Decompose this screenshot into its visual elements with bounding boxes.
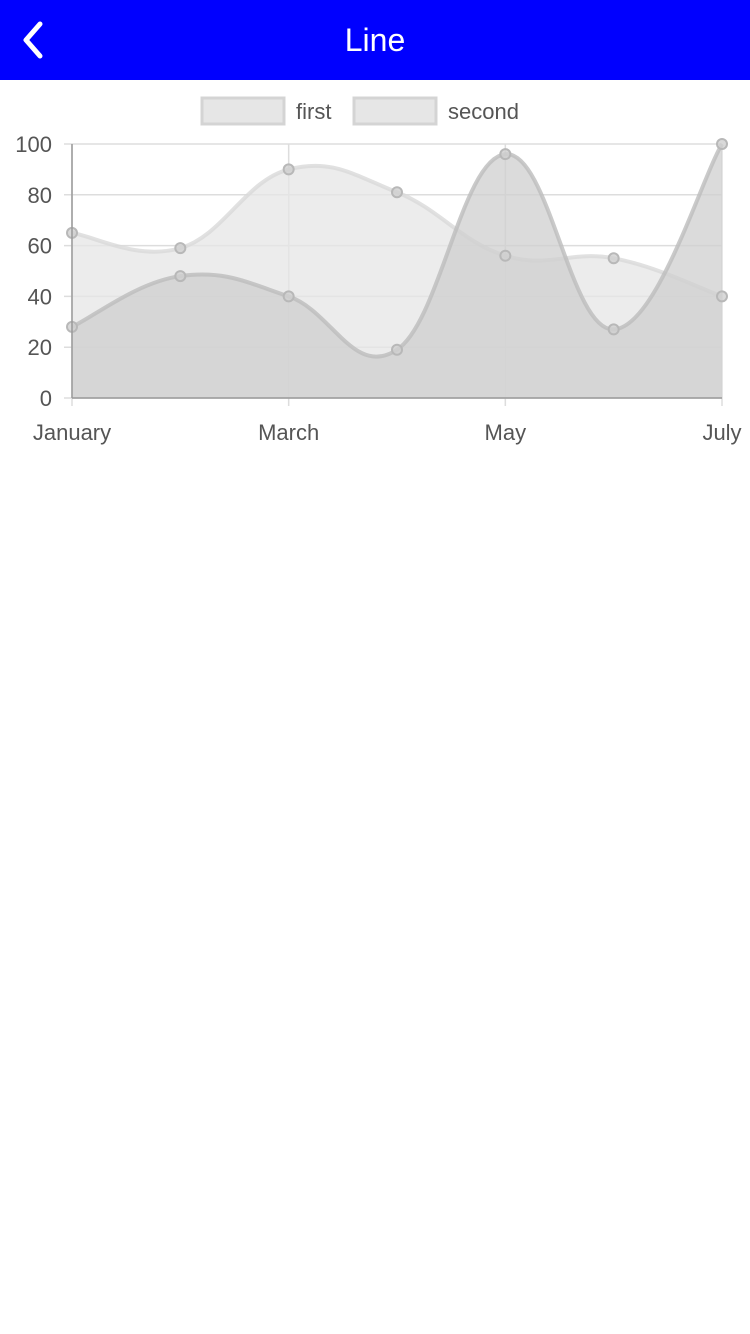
legend-swatch-second[interactable] <box>352 96 438 126</box>
series-area-second <box>72 144 722 398</box>
y-tick-label: 100 <box>15 132 52 157</box>
x-tick-label: January <box>33 420 111 445</box>
data-point-second[interactable] <box>716 138 728 150</box>
data-point-second[interactable] <box>499 148 512 161</box>
legend-label-second[interactable]: second <box>448 99 519 124</box>
chevron-left-icon <box>23 21 43 59</box>
data-point-first[interactable] <box>282 163 295 176</box>
data-point-first[interactable] <box>499 249 512 262</box>
legend-swatch-first[interactable] <box>200 96 286 126</box>
y-tick-label: 60 <box>28 234 52 259</box>
legend-label-first[interactable]: first <box>296 99 331 124</box>
chart-axes: 0 20 40 60 80 100 January March May July <box>15 132 741 445</box>
data-point-second[interactable] <box>174 270 187 283</box>
app-header: Line <box>0 0 750 80</box>
x-tick-label: July <box>702 420 741 445</box>
y-tick-label: 80 <box>28 183 52 208</box>
x-tick-label: March <box>258 420 319 445</box>
x-tick-label: May <box>485 420 527 445</box>
data-point-first[interactable] <box>607 252 620 265</box>
data-point-second[interactable] <box>391 343 403 356</box>
data-point-second[interactable] <box>607 323 620 336</box>
data-point-first[interactable] <box>174 242 187 255</box>
chart-legend: first second <box>200 96 519 126</box>
data-point-first[interactable] <box>716 290 728 303</box>
chart-series <box>66 138 728 398</box>
data-point-first[interactable] <box>391 186 403 199</box>
line-chart-container: first second 0 20 40 60 80 100 January March May J… <box>0 80 750 460</box>
line-chart: first second 0 20 40 60 80 100 January March May J… <box>15 96 742 445</box>
back-button[interactable] <box>8 16 56 64</box>
y-tick-label: 0 <box>40 386 52 411</box>
y-tick-label: 20 <box>28 335 52 360</box>
data-point-second[interactable] <box>282 290 295 303</box>
y-tick-label: 40 <box>28 284 52 309</box>
page-title: Line <box>344 22 406 58</box>
